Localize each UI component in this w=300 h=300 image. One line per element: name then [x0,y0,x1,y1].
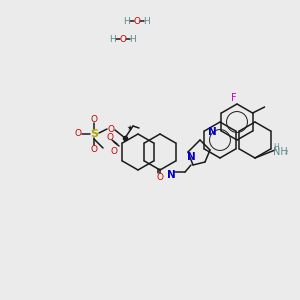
Text: N: N [167,170,176,180]
Text: N: N [208,127,216,137]
Text: O: O [119,34,127,43]
Text: O: O [107,124,115,134]
Text: O: O [91,116,98,124]
Text: S: S [90,129,98,139]
Text: F: F [231,93,237,103]
Text: ₂: ₂ [284,148,288,157]
Text: H: H [124,16,130,26]
Text: O: O [91,145,98,154]
Text: O: O [157,172,164,182]
Text: NH: NH [273,147,287,157]
Text: ★: ★ [127,125,133,131]
Text: H: H [110,34,116,43]
Text: N: N [187,152,195,162]
Text: O: O [106,134,113,142]
Text: O: O [74,130,82,139]
Text: H: H [144,16,150,26]
Text: H: H [130,34,136,43]
Text: O: O [110,148,118,157]
Text: O: O [134,16,140,26]
Text: H: H [273,142,279,152]
